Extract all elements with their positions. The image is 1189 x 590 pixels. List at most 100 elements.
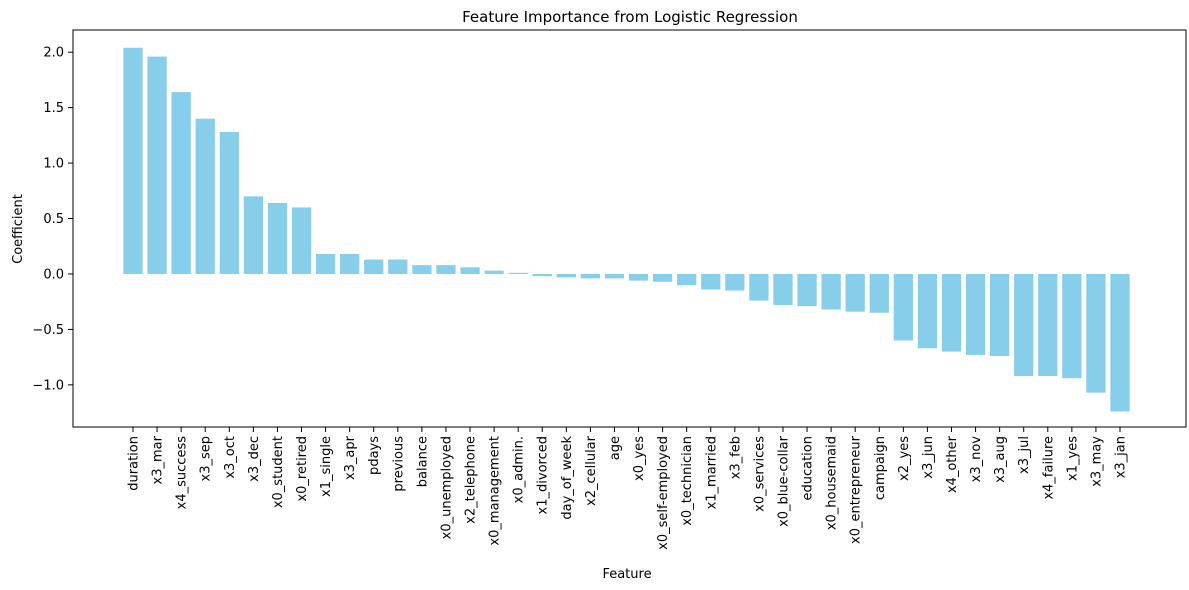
bar-x0_services bbox=[749, 273, 769, 301]
bar-balance bbox=[412, 265, 432, 274]
y-tick-label: 0.5 bbox=[43, 212, 64, 227]
bar-education bbox=[797, 273, 817, 307]
x-tick-label: x1_single bbox=[319, 436, 334, 497]
x-tick-label: x0_entrepreneur bbox=[849, 435, 864, 544]
x-tick-label: x0_housemaid bbox=[825, 436, 840, 530]
bar-x0_student bbox=[267, 202, 288, 274]
x-tick-label: x4_other bbox=[945, 435, 960, 493]
x-tick-label: pdays bbox=[367, 436, 382, 475]
x-tick-label: x3_may bbox=[1089, 436, 1104, 487]
x-tick-label: balance bbox=[415, 436, 430, 487]
x-tick-label: x0_management bbox=[488, 436, 503, 546]
x-tick-label: x2_telephone bbox=[464, 436, 479, 524]
bar-x1_yes bbox=[1062, 273, 1082, 379]
x-tick-label: x3_jul bbox=[1017, 436, 1032, 474]
x-tick-label: x3_aug bbox=[993, 436, 1008, 483]
bar-x3_feb bbox=[725, 273, 745, 291]
y-tick-label: 1.0 bbox=[43, 157, 64, 172]
x-tick-label: x0_self-employed bbox=[656, 436, 671, 550]
bar-x0_entrepreneur bbox=[845, 273, 865, 312]
bar-x1_single bbox=[315, 254, 336, 274]
bar-x3_sep bbox=[195, 118, 215, 274]
bar-x4_other bbox=[941, 273, 962, 352]
bar-campaign bbox=[869, 273, 889, 313]
bar-x0_management bbox=[484, 270, 504, 274]
bar-day_of_week bbox=[556, 273, 576, 278]
x-tick-label: previous bbox=[391, 436, 406, 492]
x-tick-label: day_of_week bbox=[560, 436, 575, 520]
bar-pdays bbox=[364, 259, 384, 274]
x-axis-ticks: duration x3_mar x4_success x3_sep x3_oct x3_d… bbox=[127, 427, 1129, 550]
y-tick-label: 1.5 bbox=[43, 101, 64, 116]
x-tick-label: x2_yes bbox=[897, 436, 912, 481]
x-tick-label: x0_retired bbox=[295, 436, 310, 502]
y-tick-label: −0.5 bbox=[32, 323, 64, 338]
bar-x3_jan bbox=[1110, 273, 1130, 412]
bar-x4_failure bbox=[1038, 273, 1058, 376]
bar-x1_divorced bbox=[532, 273, 552, 277]
plot-frame bbox=[72, 29, 1187, 428]
bar-x3_oct bbox=[219, 132, 239, 274]
bar-x0_housemaid bbox=[821, 273, 841, 310]
bar-x3_aug bbox=[990, 273, 1010, 357]
bar-x2_cellular bbox=[580, 273, 601, 279]
x-tick-label: x0_student bbox=[271, 436, 286, 508]
bar-x4_success bbox=[171, 92, 191, 274]
y-axis-label: Coefficient bbox=[11, 194, 26, 264]
x-tick-label: x1_married bbox=[704, 436, 719, 509]
x-tick-label: x0_blue-collar bbox=[776, 435, 791, 527]
x-tick-label: x3_feb bbox=[728, 436, 743, 479]
bar-x0_yes bbox=[628, 273, 649, 281]
bar-x2_telephone bbox=[460, 267, 480, 274]
y-axis-ticks: −1.0 −0.5 0.0 0.5 1.0 1.5 2.0 bbox=[32, 46, 73, 393]
bar-x3_nov bbox=[965, 273, 986, 355]
x-tick-label: x1_yes bbox=[1065, 436, 1080, 481]
x-tick-label: x3_sep bbox=[199, 436, 214, 482]
x-axis-label: Feature bbox=[602, 567, 651, 582]
bar-x0_unemployed bbox=[436, 265, 456, 274]
bar-x3_dec bbox=[243, 196, 263, 274]
x-tick-label: age bbox=[608, 436, 623, 460]
x-tick-label: x2_cellular bbox=[584, 435, 599, 506]
bar-x1_married bbox=[701, 273, 721, 290]
x-tick-label: x3_jan bbox=[1114, 436, 1129, 478]
x-tick-label: duration bbox=[127, 436, 142, 491]
x-tick-label: x3_dec bbox=[247, 436, 262, 482]
bar-duration bbox=[123, 47, 143, 274]
y-tick-label: 0.0 bbox=[43, 267, 64, 282]
bar-x0_admin. bbox=[508, 272, 528, 274]
x-tick-label: x1_divorced bbox=[536, 436, 551, 514]
x-tick-label: x4_failure bbox=[1041, 436, 1056, 500]
x-tick-label: x0_services bbox=[752, 436, 767, 512]
x-tick-label: x0_unemployed bbox=[439, 436, 454, 539]
bar-x0_technician bbox=[677, 273, 697, 286]
x-tick-label: x3_mar bbox=[151, 435, 166, 484]
x-tick-label: x3_nov bbox=[969, 436, 984, 483]
bar-x3_may bbox=[1086, 273, 1106, 393]
y-tick-label: −1.0 bbox=[32, 378, 64, 393]
bar-x3_jun bbox=[917, 273, 938, 349]
x-tick-label: x3_apr bbox=[343, 435, 358, 480]
x-tick-label: x0_technician bbox=[680, 436, 695, 526]
x-tick-label: x3_oct bbox=[223, 436, 238, 479]
bar-x2_yes bbox=[893, 273, 913, 341]
bar-x3_jul bbox=[1014, 273, 1034, 376]
x-tick-label: x4_success bbox=[175, 436, 190, 510]
x-tick-label: x0_admin. bbox=[512, 436, 527, 503]
x-tick-label: education bbox=[801, 436, 816, 501]
bar-x0_self-employed bbox=[652, 273, 673, 282]
x-tick-label: x3_jun bbox=[921, 436, 936, 479]
bar-x0_blue-collar bbox=[773, 273, 793, 306]
chart-title: Feature Importance from Logistic Regress… bbox=[462, 8, 798, 26]
bar-x0_retired bbox=[291, 207, 312, 274]
y-tick-label: 2.0 bbox=[43, 46, 64, 61]
bar-age bbox=[604, 273, 625, 279]
bar-previous bbox=[388, 259, 408, 274]
x-tick-label: x0_yes bbox=[632, 436, 647, 481]
bar-x3_mar bbox=[147, 56, 167, 274]
x-tick-label: campaign bbox=[873, 436, 888, 500]
bars bbox=[123, 47, 1130, 412]
bar-x3_apr bbox=[340, 254, 360, 274]
